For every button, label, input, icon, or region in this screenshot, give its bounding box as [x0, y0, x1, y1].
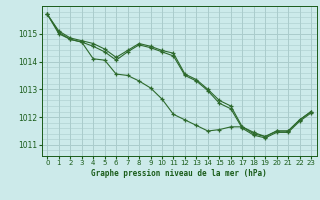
X-axis label: Graphe pression niveau de la mer (hPa): Graphe pression niveau de la mer (hPa): [91, 169, 267, 178]
